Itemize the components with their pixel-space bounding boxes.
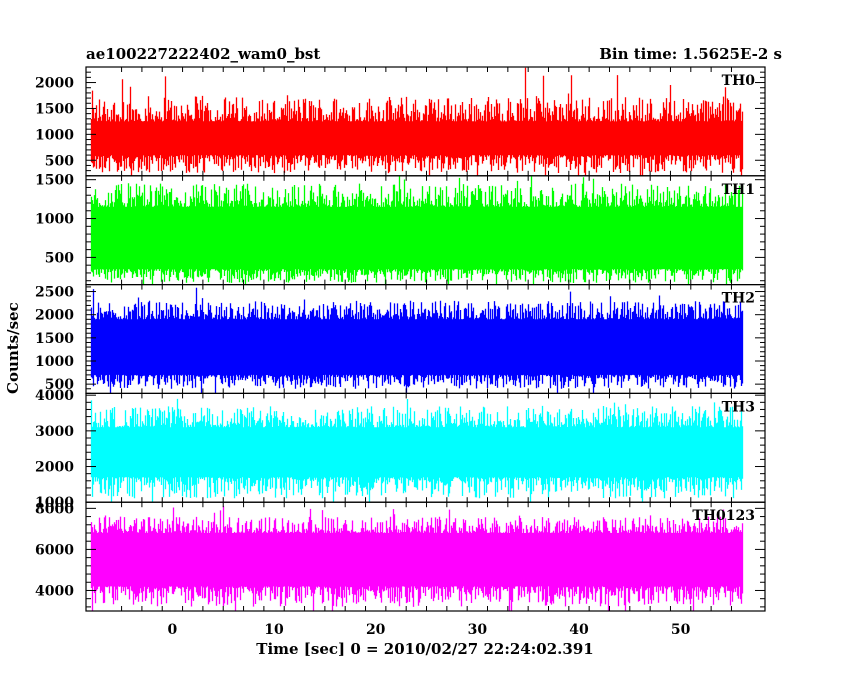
chart-title-right: Bin time: 1.5625E-2 s	[599, 45, 782, 63]
y-tick-label: 2000	[35, 76, 74, 92]
x-tick-label: 20	[366, 622, 386, 638]
panel-label-th1: TH1	[722, 182, 755, 198]
x-tick-label: 50	[671, 622, 691, 638]
y-tick-label: 500	[45, 377, 74, 393]
y-tick-label: 1000	[35, 495, 74, 511]
series-trace-th1	[90, 176, 744, 285]
panel-label-th0123: TH0123	[692, 508, 755, 524]
y-tick-label: 3000	[35, 424, 74, 440]
panel-label-th2: TH2	[722, 291, 755, 307]
y-axis-label: Counts/sec	[4, 302, 22, 394]
x-tick-label: 0	[168, 622, 178, 638]
y-tick-label: 500	[45, 250, 74, 266]
y-tick-label: 6000	[35, 542, 74, 558]
series-trace-th0123	[90, 506, 744, 611]
series-trace-th3	[90, 398, 744, 503]
y-tick-label: 1000	[35, 127, 74, 143]
panel-frame-th0123	[85, 501, 766, 612]
panel-label-th0: TH0	[722, 73, 756, 89]
y-tick-label: 1000	[35, 354, 74, 370]
chart-title-left: ae100227222402_wam0_bst	[86, 45, 321, 63]
y-tick-label: 1500	[35, 101, 74, 117]
series-trace-th2	[90, 287, 744, 394]
y-tick-label: 4000	[35, 388, 74, 404]
y-tick-label: 1500	[35, 173, 74, 189]
y-tick-label: 2500	[35, 285, 74, 301]
series-trace-th0	[90, 67, 744, 176]
x-tick-label: 10	[264, 622, 284, 638]
y-tick-label: 2000	[35, 460, 74, 476]
y-tick-label: 1500	[35, 331, 74, 347]
y-tick-label: 1000	[35, 212, 74, 228]
panel-label-th3: TH3	[722, 399, 755, 415]
x-tick-label: 30	[468, 622, 488, 638]
y-tick-label: 8000	[35, 501, 74, 517]
x-axis-label: Time [sec] 0 = 2010/02/27 22:24:02.391	[256, 640, 594, 658]
x-tick-label: 40	[569, 622, 589, 638]
y-tick-label: 2000	[35, 308, 74, 324]
y-tick-label: 500	[45, 153, 74, 169]
y-tick-label: 4000	[35, 583, 74, 599]
